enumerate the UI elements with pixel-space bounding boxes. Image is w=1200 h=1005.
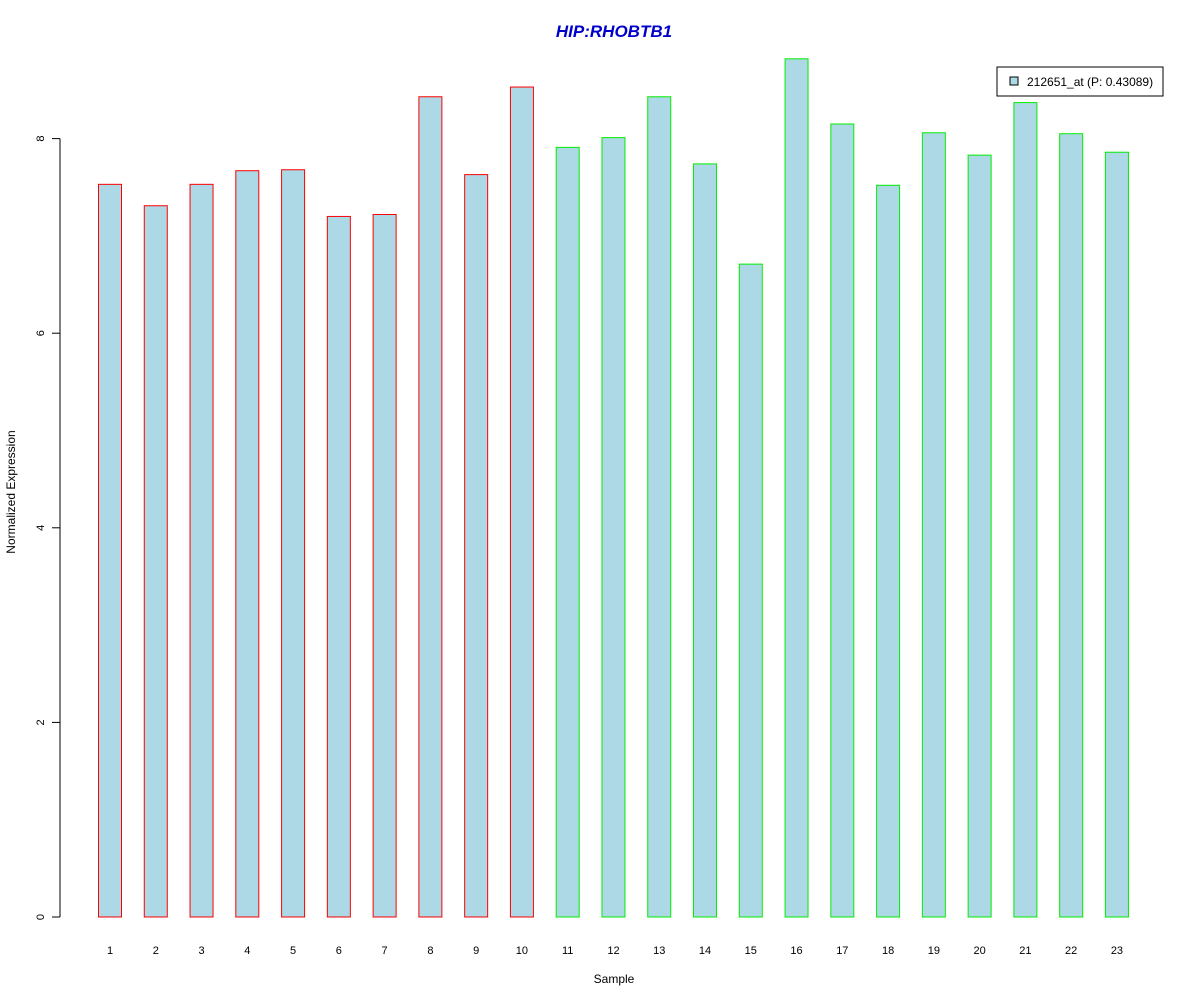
x-tick-label-6: 6 xyxy=(336,945,342,957)
x-tick-label-3: 3 xyxy=(198,945,204,957)
y-axis-title: Normalized Expression xyxy=(4,430,18,553)
x-tick-label-15: 15 xyxy=(745,945,757,957)
x-tick-label-5: 5 xyxy=(290,945,296,957)
bar-sample-8 xyxy=(418,96,443,918)
bar-sample-23 xyxy=(1104,151,1129,918)
bar-sample-1 xyxy=(98,183,122,918)
x-tick-label-21: 21 xyxy=(1019,945,1031,957)
x-tick-label-9: 9 xyxy=(473,945,479,957)
y-tick-label-2: 2 xyxy=(35,719,47,725)
x-tick-label-8: 8 xyxy=(427,945,433,957)
x-axis-title: Sample xyxy=(594,972,635,986)
y-tick-label-4: 4 xyxy=(35,525,47,531)
x-tick-label-10: 10 xyxy=(516,945,528,957)
bar-sample-16 xyxy=(784,58,809,918)
bar-sample-18 xyxy=(876,184,901,918)
x-axis: 1 2 3 4 5 6 7 8 9 10 11 12 13 14 15 16 17 18 19 20 21 22 23 xyxy=(107,945,1123,957)
x-tick-label-20: 20 xyxy=(974,945,986,957)
bar-sample-17 xyxy=(830,123,855,918)
x-tick-label-19: 19 xyxy=(928,945,940,957)
x-tick-label-7: 7 xyxy=(382,945,388,957)
x-tick-label-22: 22 xyxy=(1065,945,1077,957)
bar-sample-14 xyxy=(693,163,718,918)
y-tick-label-0: 0 xyxy=(35,914,47,920)
bar-sample-4 xyxy=(235,170,260,918)
bar-sample-20 xyxy=(967,154,992,918)
bar-sample-12 xyxy=(601,137,626,918)
chart-title: HIP:RHOBTB1 xyxy=(556,22,672,41)
x-tick-label-14: 14 xyxy=(699,945,711,957)
bars-layer xyxy=(98,58,1129,918)
x-tick-label-12: 12 xyxy=(607,945,619,957)
bar-sample-10 xyxy=(509,86,534,918)
x-tick-label-18: 18 xyxy=(882,945,894,957)
x-tick-label-16: 16 xyxy=(790,945,802,957)
bar-sample-2 xyxy=(143,205,168,918)
bar-sample-9 xyxy=(464,174,489,918)
bar-sample-19 xyxy=(921,132,946,918)
bar-sample-7 xyxy=(372,213,397,918)
bar-sample-6 xyxy=(326,215,351,918)
x-tick-label-13: 13 xyxy=(653,945,665,957)
y-tick-label-6: 6 xyxy=(35,330,47,336)
x-tick-label-1: 1 xyxy=(107,945,113,957)
legend-swatch xyxy=(1009,76,1019,86)
y-axis: 0 2 4 6 8 xyxy=(35,136,61,920)
bar-sample-22 xyxy=(1059,133,1084,918)
x-tick-label-17: 17 xyxy=(836,945,848,957)
x-tick-label-23: 23 xyxy=(1111,945,1123,957)
bar-sample-11 xyxy=(555,146,580,918)
bar-sample-15 xyxy=(738,263,763,918)
bar-sample-13 xyxy=(647,96,672,918)
legend-label: 212651_at (P: 0.43089) xyxy=(1027,75,1153,89)
legend-box xyxy=(996,66,1164,97)
legend: 212651_at (P: 0.43089) xyxy=(996,66,1164,97)
x-tick-label-4: 4 xyxy=(244,945,250,957)
x-tick-label-11: 11 xyxy=(562,945,573,957)
bar-sample-5 xyxy=(281,169,306,918)
bar-sample-3 xyxy=(189,183,214,918)
x-tick-label-2: 2 xyxy=(153,945,159,957)
y-tick-label-8: 8 xyxy=(35,136,47,142)
bar-sample-21 xyxy=(1013,102,1038,918)
